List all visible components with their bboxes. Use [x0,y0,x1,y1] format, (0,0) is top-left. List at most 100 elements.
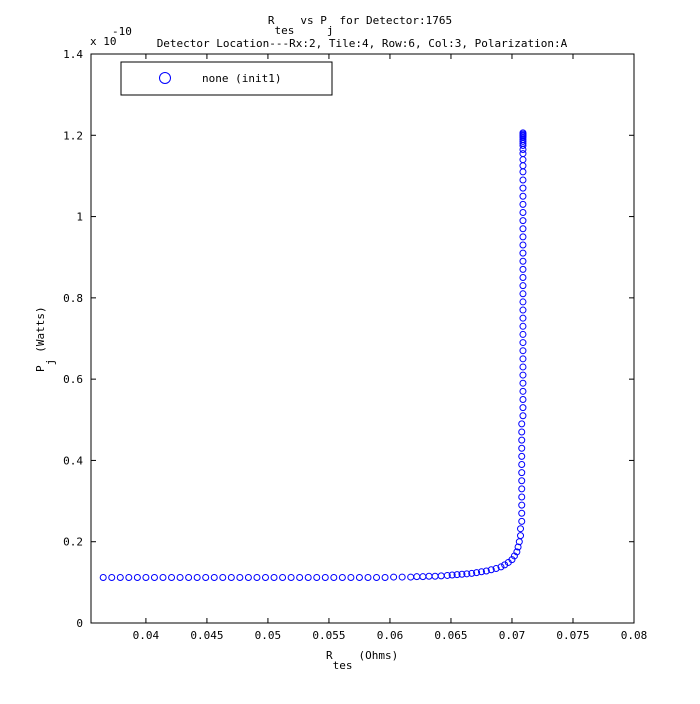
data-point [518,501,526,509]
data-point [518,469,526,477]
legend-box [120,61,333,96]
data-point [514,543,522,551]
data-point [407,573,415,581]
data-point [373,573,381,581]
data-point [519,347,527,355]
x-tick-label: 0.06 [377,629,404,642]
data-point [519,395,527,403]
data-point [210,573,218,581]
data-point [431,572,439,580]
data-point [519,257,527,265]
data-point [518,436,526,444]
data-point [443,571,451,579]
data-point [518,509,526,517]
data-point [321,573,329,581]
data-point [518,460,526,468]
y-exponent-base: x 10 [90,35,117,48]
data-point [125,573,133,581]
data-point [518,485,526,493]
data-point [287,573,295,581]
data-point [364,573,372,581]
data-point [116,573,124,581]
y-axis-label: Pj(Watts) [34,306,57,372]
data-point [519,330,527,338]
x-tick-label: 0.045 [190,629,223,642]
data-point [159,573,167,581]
data-point [519,404,527,412]
data-point [519,282,527,290]
data-point [473,569,481,577]
data-point [519,156,527,164]
y-tick-label: 1 [76,211,83,224]
x-tick-label: 0.04 [133,629,160,642]
data-point [519,217,527,225]
y-axis-ticks: 0 0.2 0.4 0.6 0.8 1 1.2 1.4 [63,48,634,630]
data-point [518,428,526,436]
data-point [347,573,355,581]
data-point [236,573,244,581]
data-point [338,573,346,581]
legend-marker-icon [159,72,171,84]
data-point [519,135,527,143]
data-point [168,573,176,581]
data-point [519,249,527,257]
data-point [519,355,527,363]
data-point [381,573,389,581]
data-point [519,129,527,137]
data-point [519,298,527,306]
data-point [219,573,227,581]
data-point [244,573,252,581]
data-point [261,573,269,581]
data-point [304,573,312,581]
x-axis-label: Rtes(Ohms) [326,649,398,672]
data-point [448,571,456,579]
x-tick-label: 0.075 [556,629,589,642]
data-point [508,556,516,564]
data-point [313,573,321,581]
data-point [518,420,526,428]
data-point [519,225,527,233]
chart-title-line2: Detector Location---Rx:2, Tile:4, Row:6,… [157,37,568,50]
data-point [519,306,527,314]
data-point [425,572,433,580]
data-point [519,176,527,184]
data-point [518,493,526,501]
data-point [517,525,525,533]
plot-area-frame [90,53,635,624]
x-tick-label: 0.08 [621,629,648,642]
data-point [501,561,509,569]
data-point [519,412,527,420]
x-axis-ticks: 0.04 0.045 0.05 0.055 0.06 0.065 0.07 0.075 0.08 [133,54,648,642]
data-point [497,563,505,571]
data-point [492,565,500,573]
data-point [519,363,527,371]
legend-label: none (init1) [202,72,281,85]
data-point [458,570,466,578]
data-point [355,573,363,581]
data-point [519,168,527,176]
data-point [519,241,527,249]
legend: none (init1) [120,61,333,96]
data-point [108,573,116,581]
x-tick-label: 0.065 [434,629,467,642]
data-point [99,573,107,581]
data-point [477,568,485,576]
y-tick-label: 0.2 [63,536,83,549]
data-point [390,573,398,581]
y-tick-label: 0.6 [63,373,83,386]
x-tick-label: 0.055 [312,629,345,642]
data-point [518,444,526,452]
data-point [482,567,490,575]
y-tick-label: 1.4 [63,48,83,61]
data-point [519,314,527,322]
data-point [519,322,527,330]
data-point [453,571,461,579]
data-point [142,573,150,581]
data-point [518,452,526,460]
data-point [253,573,261,581]
data-point [519,233,527,241]
data-point [519,184,527,192]
data-point [330,573,338,581]
x-tick-label: 0.05 [255,629,282,642]
